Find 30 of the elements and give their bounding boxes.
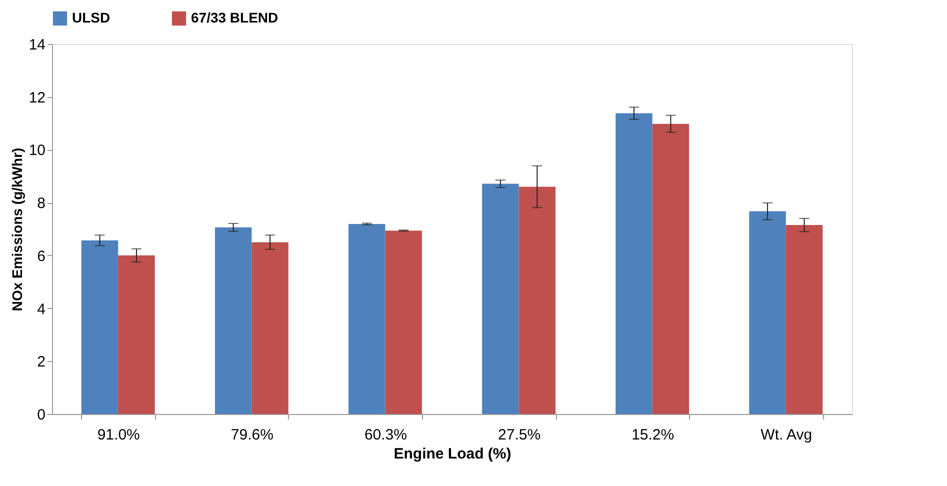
bar	[252, 242, 288, 414]
y-tick-label: 12	[28, 89, 46, 106]
y-axis-title: NOx Emissions (g/kWhr)	[8, 148, 25, 312]
bar	[385, 230, 422, 414]
y-tick-label: 6	[37, 248, 46, 265]
x-axis-title: Engine Load (%)	[394, 446, 512, 462]
legend-label: 67/33 BLEND	[191, 9, 278, 26]
y-tick-label: 14	[28, 36, 46, 54]
x-tick-label: 91.0%	[97, 426, 140, 444]
y-tick-label: 8	[37, 195, 46, 212]
x-tick-label: 27.5%	[498, 426, 541, 444]
bar	[214, 227, 252, 414]
x-tick-label: 15.2%	[632, 426, 674, 444]
bar	[616, 113, 652, 414]
bar	[518, 186, 556, 414]
x-tick-label: Wt. Avg	[760, 426, 812, 444]
y-tick-label: 4	[37, 300, 46, 318]
legend-label: ULSD	[72, 9, 110, 26]
y-tick-label: 10	[28, 142, 46, 160]
bar	[118, 255, 155, 414]
x-tick-label: 79.6%	[230, 426, 274, 444]
bar	[348, 224, 386, 414]
x-tick-label: 60.3%	[364, 426, 407, 444]
bar	[652, 124, 690, 414]
bar	[482, 184, 519, 414]
y-tick-label: 2	[37, 354, 46, 371]
bar	[749, 211, 786, 414]
y-tick-label: 0	[37, 406, 46, 424]
bar	[786, 225, 823, 414]
bar	[81, 240, 118, 414]
